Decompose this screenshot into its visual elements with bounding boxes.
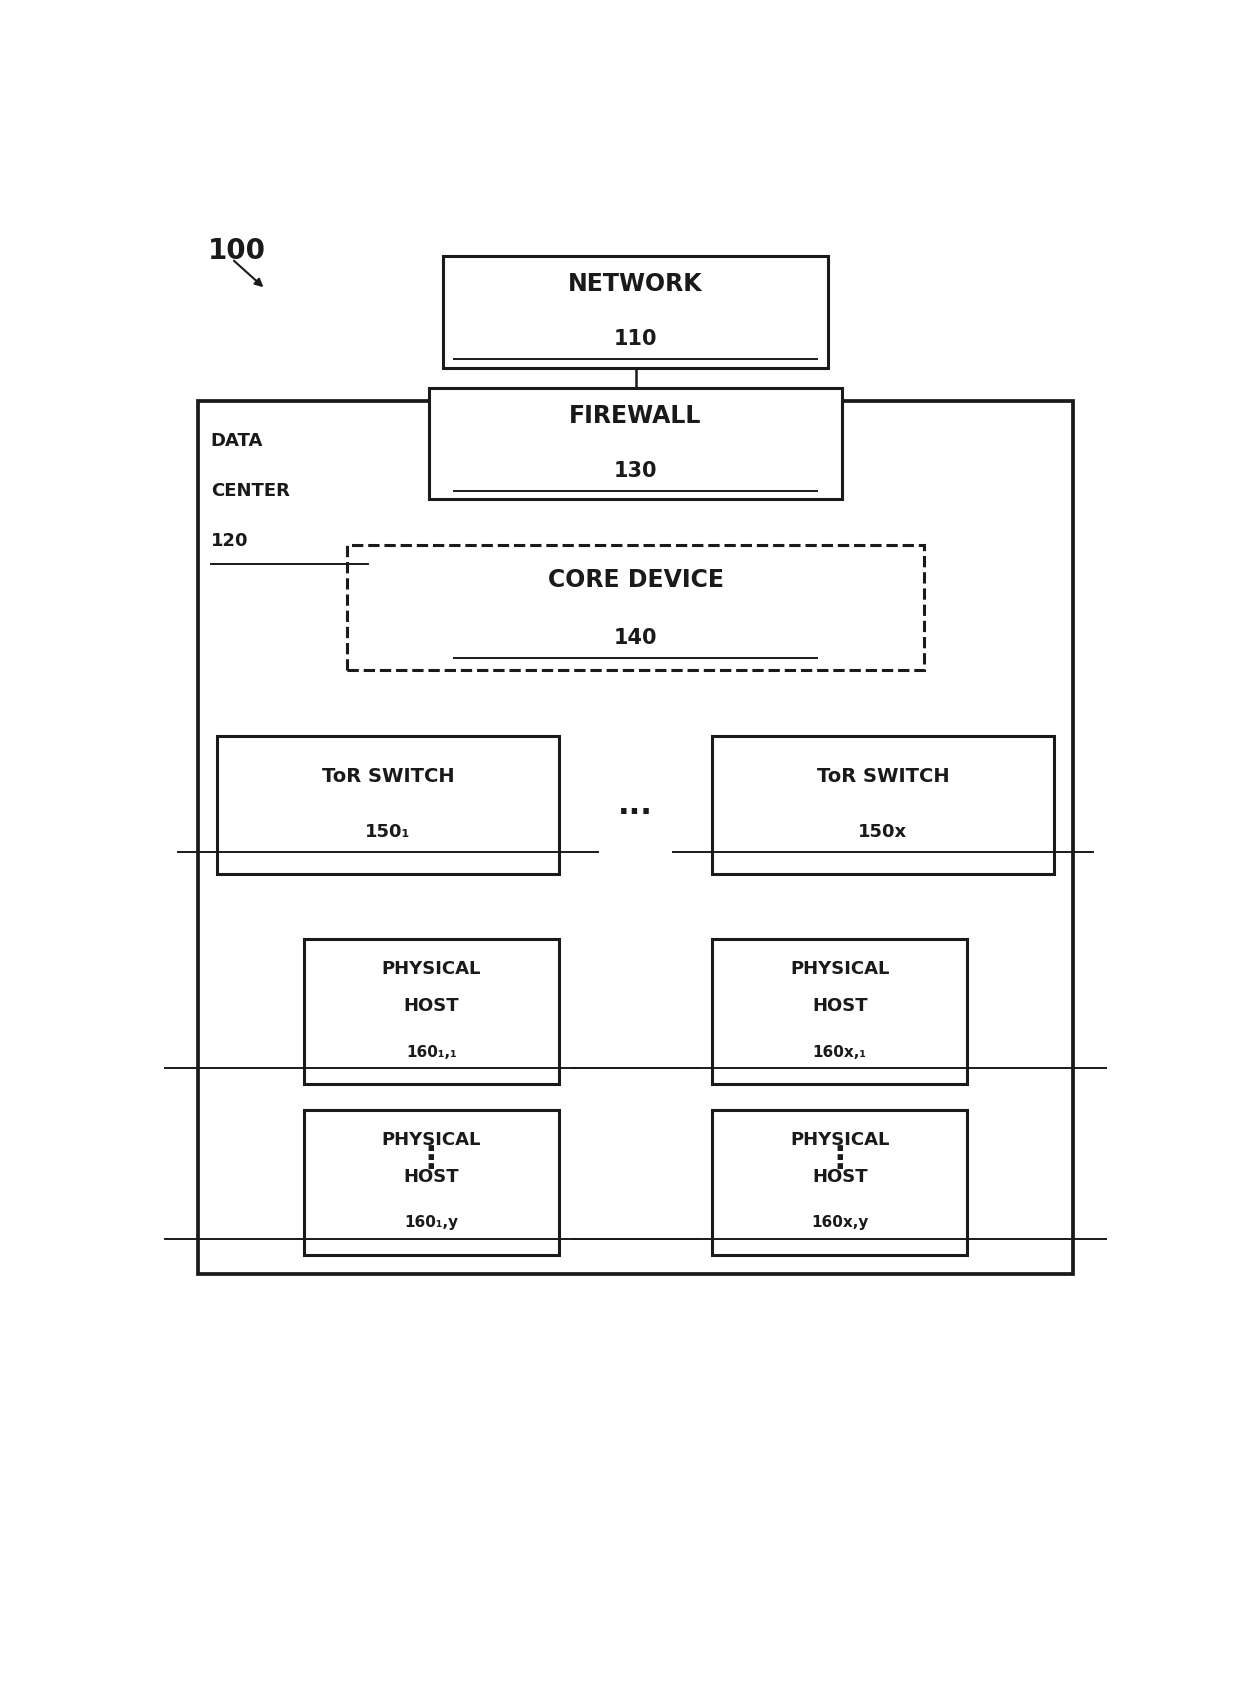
Text: PHYSICAL: PHYSICAL [382,1130,481,1149]
Text: ToR SWITCH: ToR SWITCH [321,767,454,786]
Bar [712,939,967,1084]
Text: NETWORK: NETWORK [568,273,703,297]
Bar [444,257,828,368]
Text: 150₁: 150₁ [366,822,410,841]
Text: ...: ... [618,789,653,818]
Text: HOST: HOST [403,996,459,1014]
Bar [712,1110,967,1255]
Bar [217,737,558,875]
Text: CENTER: CENTER [211,483,290,500]
Text: 160₁,₁: 160₁,₁ [405,1043,456,1059]
Bar [429,389,842,500]
Text: PHYSICAL: PHYSICAL [790,1130,889,1149]
Text: 120: 120 [211,532,248,549]
Text: CORE DEVICE: CORE DEVICE [548,568,723,592]
Text: ⋮: ⋮ [825,1144,854,1173]
Text: ⋮: ⋮ [415,1144,446,1173]
Text: PHYSICAL: PHYSICAL [790,960,889,977]
Bar [304,1110,559,1255]
Bar [304,939,559,1084]
Bar [712,737,1054,875]
Text: 160₁,y: 160₁,y [404,1214,459,1229]
Text: HOST: HOST [403,1168,459,1185]
Text: 130: 130 [614,460,657,481]
Text: FIREWALL: FIREWALL [569,404,702,428]
Text: 150x: 150x [858,822,908,841]
Text: HOST: HOST [812,996,868,1014]
Bar [347,546,924,670]
Text: DATA: DATA [211,431,263,450]
Text: ToR SWITCH: ToR SWITCH [817,767,950,786]
Text: 110: 110 [614,329,657,350]
Text: 160x,y: 160x,y [811,1214,868,1229]
Text: HOST: HOST [812,1168,868,1185]
Text: 140: 140 [614,627,657,648]
Text: 160x,₁: 160x,₁ [812,1043,867,1059]
Bar [198,402,1073,1275]
Text: 100: 100 [208,237,265,264]
Text: PHYSICAL: PHYSICAL [382,960,481,977]
